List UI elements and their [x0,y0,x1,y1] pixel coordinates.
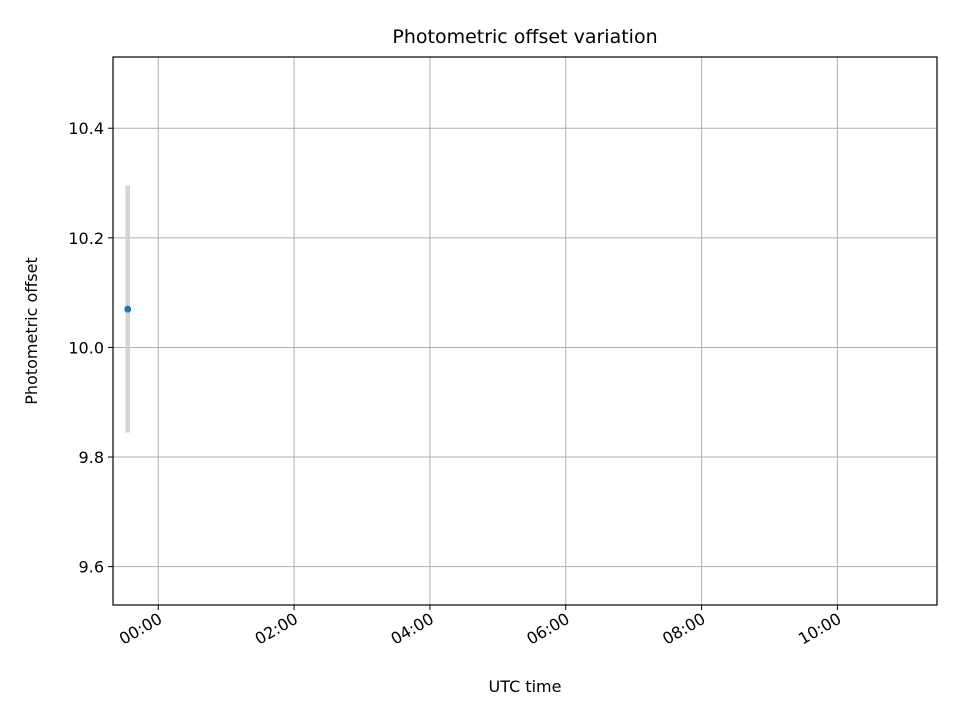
y-tick-label: 10.4 [68,119,104,138]
x-tick-label: 06:00 [523,609,572,649]
y-tick-label: 10.2 [68,229,104,248]
x-tick-label: 10:00 [795,609,844,649]
y-axis-label: Photometric offset [22,257,41,405]
x-tick-label: 00:00 [116,609,165,649]
data-points [124,305,131,313]
x-tick-label: 08:00 [659,609,708,649]
x-tick-label: 02:00 [252,609,301,649]
plot-area-frame [112,56,938,606]
y-tick-label: 9.6 [79,558,104,577]
y-tick-label: 9.8 [79,448,104,467]
data-point [124,305,131,313]
x-axis-label: UTC time [489,677,562,696]
y-axis-ticks: 9.6 9.8 10.0 10.2 10.4 [68,119,113,577]
x-tick-label: 04:00 [387,609,436,649]
grid [113,57,937,605]
x-axis-ticks: 00:00 02:00 04:00 06:00 08:00 10:00 [116,605,844,649]
y-tick-label: 10.0 [68,338,104,357]
chart-title: Photometric offset variation [392,26,657,48]
